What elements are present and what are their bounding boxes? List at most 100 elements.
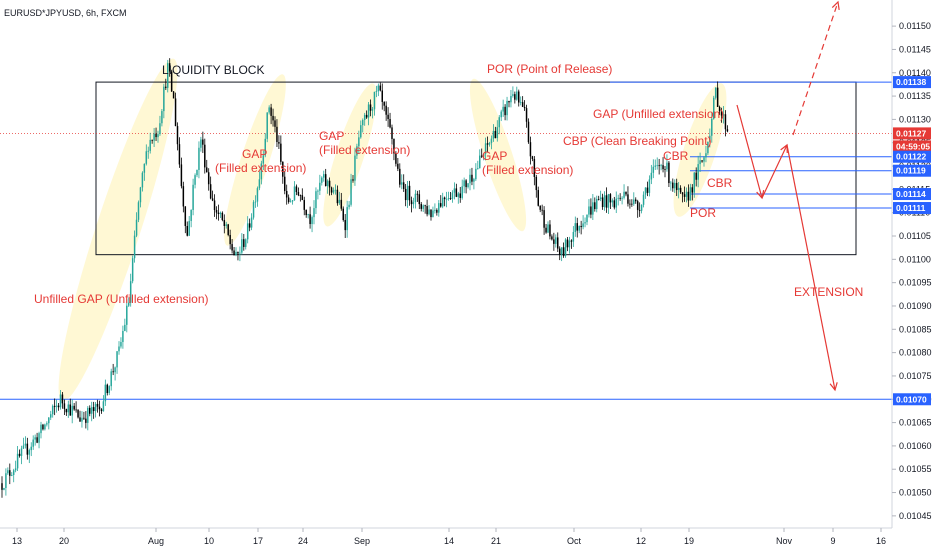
price-axis[interactable]: 0.01045 0.01050 0.01055 0.01060 0.01065 0.010… bbox=[892, 21, 932, 521]
price-badge-label: 0.01114 bbox=[896, 189, 926, 199]
candle-body bbox=[254, 201, 257, 203]
candle-body bbox=[477, 168, 479, 169]
candle-body bbox=[190, 209, 192, 221]
candle-body bbox=[202, 139, 204, 145]
y-tick-label: 0.01065 bbox=[899, 418, 932, 428]
candle-body bbox=[447, 198, 450, 200]
candle-body bbox=[206, 167, 208, 173]
candle-body bbox=[362, 119, 364, 126]
projection-arrows bbox=[736, 0, 840, 392]
candle-body bbox=[42, 424, 44, 430]
x-tick-label: 14 bbox=[444, 536, 454, 546]
candle-body bbox=[350, 179, 352, 205]
candle-body bbox=[305, 209, 307, 216]
candle-body bbox=[498, 117, 500, 128]
candle-body bbox=[551, 236, 553, 240]
candle-body bbox=[642, 194, 645, 205]
candle-body bbox=[126, 305, 128, 325]
candle-body bbox=[248, 223, 251, 228]
candle-body bbox=[98, 406, 101, 410]
candle-body bbox=[615, 198, 617, 208]
candle-body bbox=[716, 87, 719, 107]
candle-body bbox=[471, 174, 473, 182]
candle-body bbox=[584, 222, 586, 224]
candle-body bbox=[241, 239, 243, 253]
candle-body bbox=[1, 483, 3, 490]
candle-body bbox=[646, 187, 649, 193]
candle-body bbox=[124, 324, 126, 331]
candle-body bbox=[586, 214, 588, 223]
candle-body bbox=[264, 138, 266, 156]
candle-body bbox=[430, 209, 432, 218]
candle-body bbox=[597, 198, 600, 200]
candle-body bbox=[110, 371, 112, 387]
candle-body bbox=[198, 147, 200, 170]
x-tick-label: Sep bbox=[354, 536, 370, 546]
price-badge bbox=[893, 140, 931, 153]
candle-body bbox=[512, 94, 514, 96]
candle-body bbox=[77, 409, 79, 418]
candle-body bbox=[30, 446, 32, 451]
candle-body bbox=[479, 155, 481, 169]
chart-annotation: (Filled extension) bbox=[319, 143, 410, 157]
candle-body bbox=[605, 195, 608, 208]
y-tick-label: 0.01100 bbox=[899, 254, 931, 264]
candle-body bbox=[440, 203, 442, 207]
candle-body bbox=[356, 146, 358, 156]
candle-body bbox=[674, 182, 676, 189]
candle-body bbox=[650, 172, 653, 180]
candle-body bbox=[313, 208, 315, 218]
time-axis[interactable]: 13 20 Aug 10 17 24 Sep 14 21 Oct 12 19 Nov 9 16 bbox=[12, 528, 886, 546]
candle-body bbox=[258, 179, 261, 189]
candle-body bbox=[239, 252, 241, 254]
candle-body bbox=[245, 239, 247, 247]
candle-body bbox=[414, 193, 417, 203]
candle-body bbox=[12, 470, 15, 475]
candle-body bbox=[726, 129, 729, 132]
candle-body bbox=[714, 87, 717, 98]
x-tick-label: 21 bbox=[491, 536, 501, 546]
candle-body bbox=[94, 403, 97, 412]
candle-body bbox=[535, 176, 538, 191]
candle-body bbox=[713, 97, 715, 119]
candle-body bbox=[397, 163, 399, 169]
candle-body bbox=[463, 180, 465, 187]
price-badge-label: 0.01070 bbox=[896, 394, 927, 404]
candle-body bbox=[340, 199, 343, 209]
candle-body bbox=[631, 203, 633, 205]
candle-body bbox=[699, 160, 701, 165]
y-tick-label: 0.01045 bbox=[899, 511, 932, 521]
candle-body bbox=[28, 450, 31, 455]
candle-body bbox=[120, 342, 122, 347]
candle-body bbox=[629, 203, 631, 205]
candle-body bbox=[399, 168, 401, 185]
candle-body bbox=[131, 258, 134, 282]
candle-body bbox=[453, 188, 456, 193]
candle-body bbox=[658, 165, 660, 167]
arrow-head bbox=[831, 0, 840, 11]
candle-body bbox=[102, 401, 105, 412]
candle-body bbox=[541, 209, 543, 211]
candle-body bbox=[79, 417, 81, 422]
candle-body bbox=[336, 189, 339, 204]
projection-arrow bbox=[761, 144, 788, 199]
candle-body bbox=[141, 172, 144, 188]
candle-body bbox=[227, 224, 229, 235]
candle-body bbox=[625, 191, 627, 195]
candle-body bbox=[24, 443, 27, 446]
horizontal-levels bbox=[0, 81, 892, 400]
candle-body bbox=[155, 133, 157, 138]
candle-body bbox=[677, 187, 680, 191]
candle-body bbox=[51, 405, 54, 415]
candle-body bbox=[83, 417, 85, 419]
candle-body bbox=[85, 418, 87, 423]
candle-body bbox=[576, 223, 578, 231]
x-tick-label: 13 bbox=[12, 536, 22, 546]
candle-body bbox=[360, 125, 362, 138]
candle-body bbox=[282, 161, 284, 177]
candle-body bbox=[420, 204, 422, 209]
candle-body bbox=[122, 330, 124, 343]
candle-body bbox=[502, 106, 504, 112]
chart-annotation: GAP (Unfilled extension) bbox=[593, 107, 724, 121]
